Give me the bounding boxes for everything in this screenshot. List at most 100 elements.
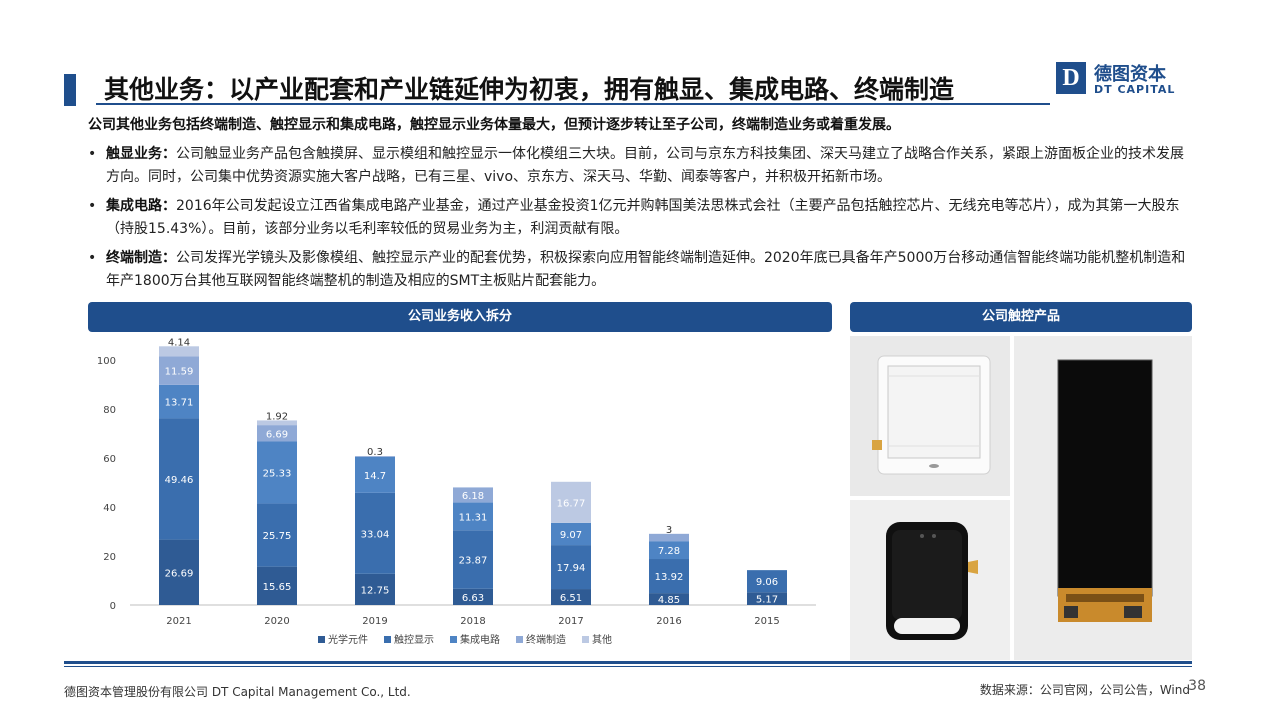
bar-segment [159, 418, 199, 540]
bullet-terminal-manufacturing: • 终端制造：公司发挥光学镜头及影像模组、触控显示产业的配套优势，积极探索向应用… [88, 247, 1193, 293]
data-label: 16.77 [557, 498, 586, 509]
x-tick-label: 2017 [558, 616, 583, 627]
bar-segment [257, 420, 297, 426]
x-tick-label: 2015 [754, 616, 779, 627]
legend-label: 集成电路 [460, 633, 500, 646]
bar-segment [257, 441, 297, 504]
bar-segment [159, 346, 199, 357]
bar-segment [649, 593, 689, 605]
bullet-integrated-circuit: • 集成电路：2016年公司发起设立江西省集成电路产业基金，通过产业基金投资1亿… [88, 195, 1193, 241]
data-label: 1.92 [266, 411, 288, 422]
data-label: 6.51 [560, 593, 582, 604]
legend-label: 触控显示 [394, 633, 434, 646]
bar-segment [355, 492, 395, 574]
bar-segment [453, 530, 493, 589]
bar-segment [159, 539, 199, 605]
bullet-list: • 触显业务：公司触显业务产品包含触摸屏、显示模组和触控显示一体化模组三大块。目… [88, 143, 1193, 299]
data-label: 4.14 [168, 338, 190, 348]
x-tick-label: 2018 [460, 616, 485, 627]
data-label: 17.94 [557, 563, 586, 574]
y-tick-label: 0 [110, 601, 116, 612]
bar-segment [159, 384, 199, 419]
data-label: 14.7 [364, 471, 386, 482]
bar-segment [159, 356, 199, 385]
company-logo: D 德图资本 DT CAPITAL [1056, 62, 1186, 98]
bullet-label: 终端制造： [106, 250, 176, 266]
bar-segment [649, 533, 689, 542]
data-label: 25.33 [263, 469, 292, 480]
y-tick-label: 20 [103, 552, 116, 563]
bullet-label: 触显业务： [106, 146, 176, 162]
y-tick-label: 60 [103, 454, 116, 465]
bar-segment [551, 481, 591, 523]
bullet-label: 集成电路： [106, 198, 176, 214]
white-touch-panel-image [850, 336, 1010, 496]
products-header: 公司触控产品 [850, 302, 1192, 332]
data-label: 13.71 [165, 398, 194, 409]
x-tick-label: 2016 [656, 616, 681, 627]
bar-segment [551, 522, 591, 546]
data-label: 6.18 [462, 491, 484, 502]
black-touch-module-image [850, 500, 1010, 660]
data-label: 15.65 [263, 582, 292, 593]
bar-segment [551, 589, 591, 605]
lcd-module-photo [1014, 336, 1192, 660]
bullet-dot: • [88, 250, 97, 266]
bullet-text: 公司触显业务产品包含触摸屏、显示模组和触控显示一体化模组三大块。目前，公司与京东… [106, 146, 1184, 185]
data-label: 11.31 [459, 512, 488, 523]
x-tick-label: 2019 [362, 616, 387, 627]
data-label: 3 [666, 525, 672, 536]
bar-segment [257, 425, 297, 442]
bar-segment [747, 592, 787, 605]
data-label: 0.3 [367, 447, 383, 458]
legend-swatch [384, 636, 391, 643]
footer-company: 德图资本管理股份有限公司 DT Capital Management Co., … [64, 685, 411, 699]
footer-rule [64, 661, 1192, 664]
bar-segment [453, 502, 493, 531]
logo-mark: D [1056, 62, 1086, 94]
bar-segment [355, 573, 395, 605]
data-label: 25.75 [263, 531, 292, 542]
title-accent-bar [64, 74, 76, 106]
bar-segment [747, 570, 787, 593]
legend-swatch [450, 636, 457, 643]
legend-label: 终端制造 [526, 633, 566, 646]
page-number: 38 [1188, 678, 1206, 694]
logo-english-name: DT CAPITAL [1094, 83, 1176, 96]
legend-label: 其他 [592, 633, 612, 646]
bar-segment [551, 545, 591, 590]
footer-source: 数据来源：公司官网，公司公告，Wind [979, 683, 1190, 697]
page-subtitle: 公司其他业务包括终端制造、触控显示和集成电路，触控显示业务体量最大，但预计逐步转… [88, 117, 900, 133]
data-label: 5.17 [756, 595, 778, 606]
data-label: 11.59 [165, 367, 194, 378]
bar-segment [649, 541, 689, 560]
y-tick-label: 100 [97, 356, 116, 367]
y-tick-label: 80 [103, 405, 116, 416]
logo-chinese-name: 德图资本 [1094, 64, 1166, 85]
title-underline [96, 103, 1050, 105]
bar-segment [355, 456, 395, 493]
data-label: 33.04 [361, 529, 390, 540]
legend-swatch [318, 636, 325, 643]
revenue-breakdown-chart: 0 20 40 60 80 100 26.69 49.46 13.71 11.59 4.14 2021… [88, 337, 832, 658]
bullet-dot: • [88, 146, 97, 162]
bar-segment [453, 588, 493, 605]
bullet-touch-display: • 触显业务：公司触显业务产品包含触摸屏、显示模组和触控显示一体化模组三大块。目… [88, 143, 1193, 189]
legend-swatch [516, 636, 523, 643]
x-tick-label: 2020 [264, 616, 289, 627]
lcd-module-image [1014, 336, 1192, 660]
y-tick-label: 40 [103, 503, 116, 514]
bar-segment [257, 566, 297, 605]
page-title: 其他业务：以产业配套和产业链延伸为初衷，拥有触显、集成电路、终端制造 [104, 75, 955, 104]
data-label: 12.75 [361, 585, 390, 596]
footer-rule-thin [64, 666, 1192, 667]
bar-segment [649, 559, 689, 594]
revenue-chart-header: 公司业务收入拆分 [88, 302, 832, 332]
bullet-text: 公司发挥光学镜头及影像模组、触控显示产业的配套优势，积极探索向应用智能终端制造延… [106, 250, 1186, 289]
data-label: 6.69 [266, 429, 288, 440]
data-label: 23.87 [459, 556, 488, 567]
legend-label: 光学元件 [328, 633, 368, 646]
black-touch-module-photo [850, 500, 1010, 660]
bullet-dot: • [88, 198, 97, 214]
data-label: 9.06 [756, 577, 778, 588]
